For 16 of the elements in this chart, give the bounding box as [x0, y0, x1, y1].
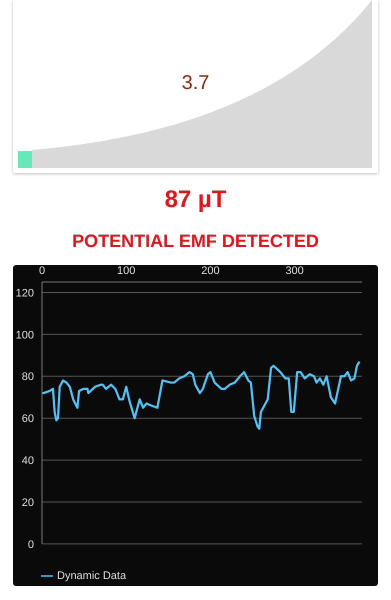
x-tick-label: 0	[38, 265, 46, 277]
y-tick-label: 40	[22, 455, 34, 467]
x-tick-label: 100	[117, 265, 136, 277]
text: POTENTIAL EMF DETECTED	[71, 231, 320, 252]
y-tick-label: 100	[16, 329, 34, 342]
x-tick-label: 300	[285, 265, 304, 277]
y-tick-label: 20	[22, 496, 34, 509]
y-tick-label: 60	[22, 413, 34, 426]
y-tick-label: 80	[22, 371, 34, 384]
legend-label: Dynamic Data	[57, 570, 126, 582]
x-tick-label: 200	[201, 265, 220, 277]
text: 3.7	[180, 72, 210, 95]
y-tick-label: 120	[16, 287, 34, 300]
line-series	[42, 360, 361, 430]
y-tick-label: 0	[28, 538, 34, 551]
text: 87 µT	[164, 186, 228, 214]
